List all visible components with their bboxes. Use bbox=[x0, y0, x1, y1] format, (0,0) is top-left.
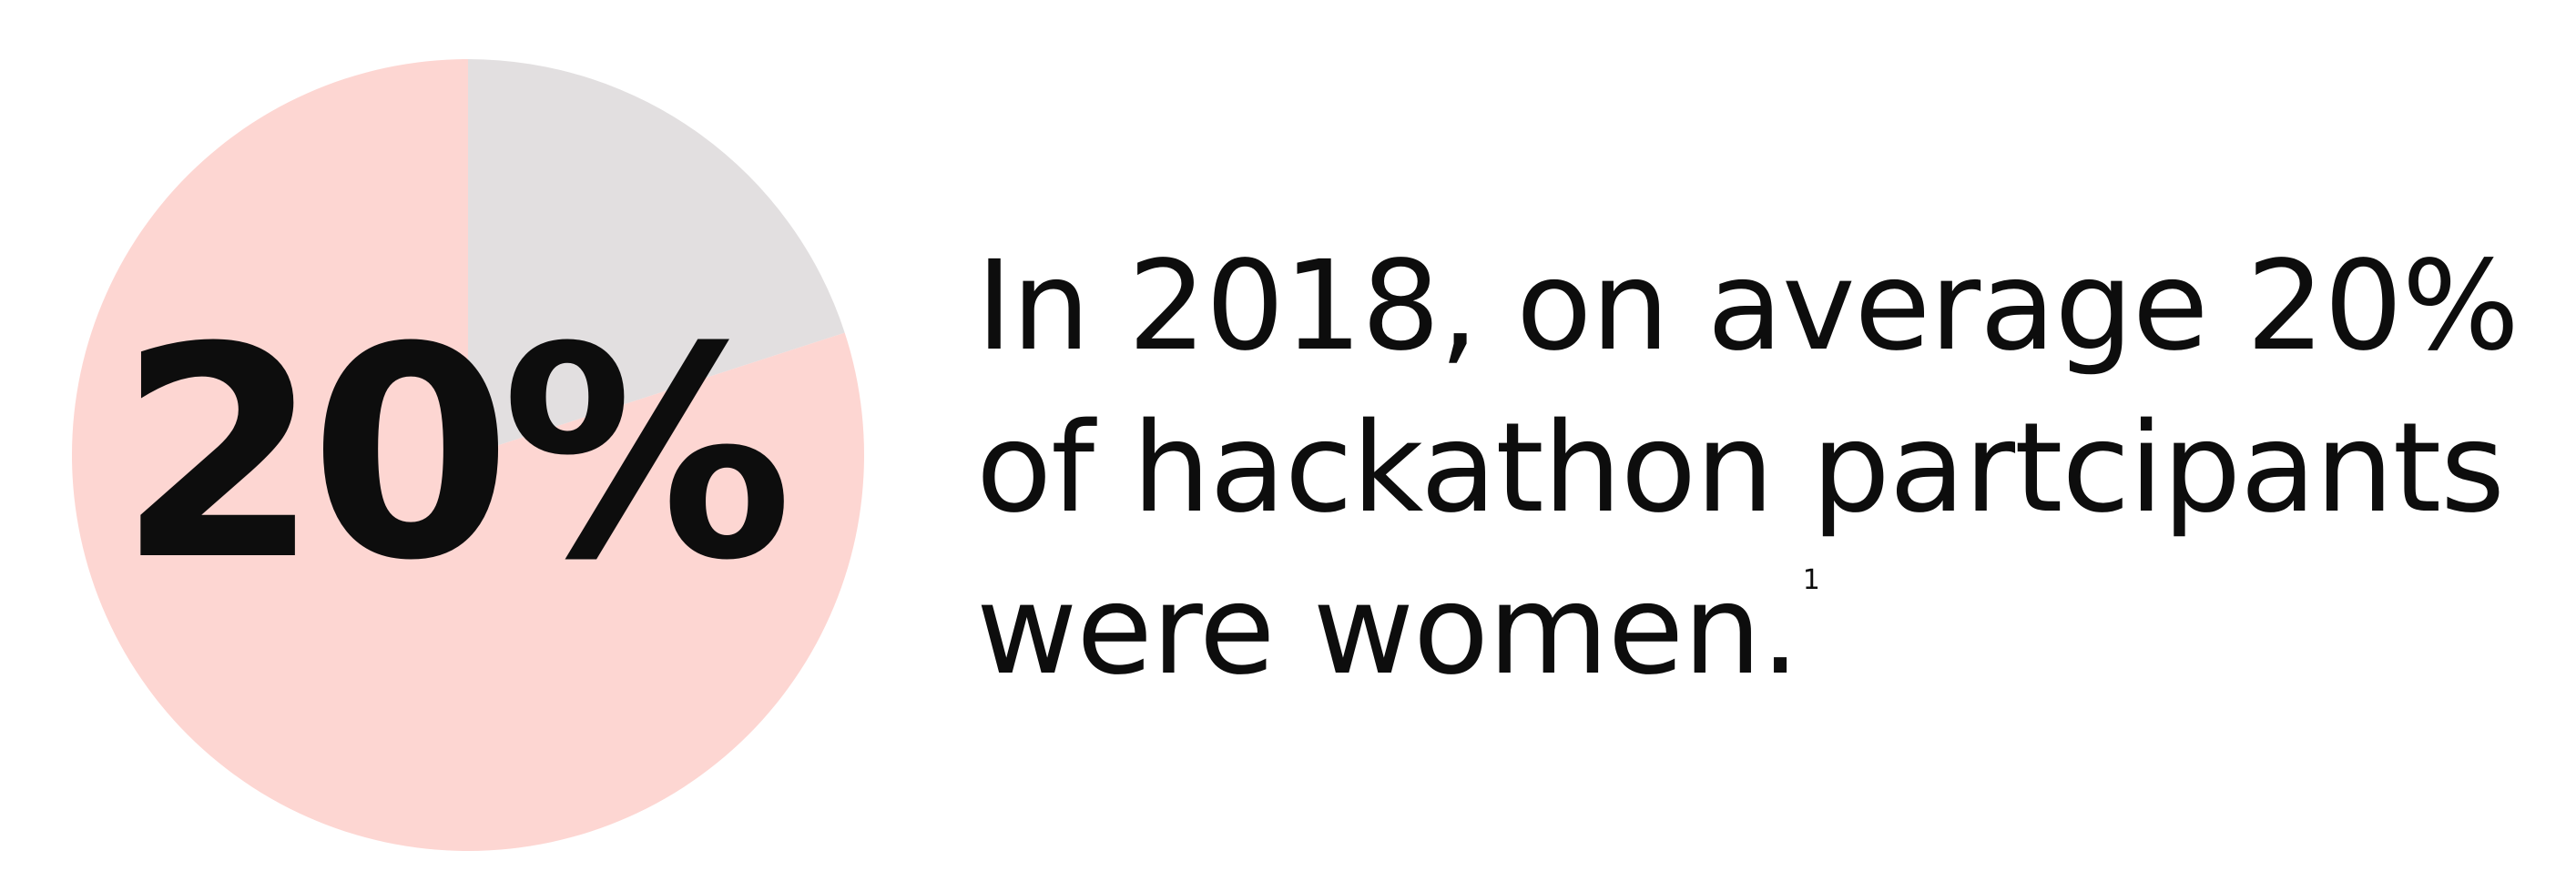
statement-text: In 2018, on average 20% of hackathon par… bbox=[976, 226, 2561, 712]
footnote-marker: 1 bbox=[1802, 564, 1820, 596]
pie-center-label: 20% bbox=[117, 286, 788, 624]
statement-line-1: In 2018, on average 20% bbox=[976, 235, 2520, 379]
statement-line-3: were women. bbox=[976, 559, 1800, 703]
pie-slice-1 bbox=[468, 59, 845, 455]
pie-slices bbox=[72, 59, 864, 851]
statement-line-2: of hackathon partcipants bbox=[976, 397, 2505, 541]
statement-line-3-wrapper: were women. 1 bbox=[976, 550, 2561, 712]
pie-chart: 20% bbox=[72, 59, 864, 851]
pie-slice-2 bbox=[72, 59, 864, 851]
